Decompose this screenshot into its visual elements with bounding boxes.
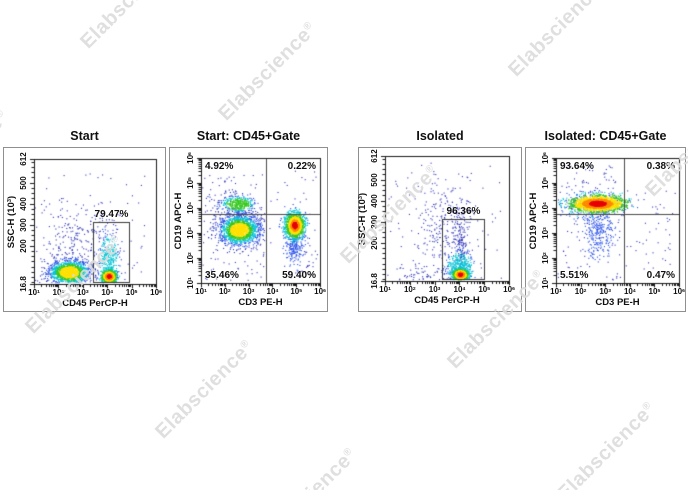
panel-isolated-cd45-gate: Isolated: CD45+Gate 101 102 103 104 105 106 101… xyxy=(525,129,686,312)
watermark-text: Elabscience® xyxy=(76,0,183,54)
panel-title-start: Start xyxy=(70,129,99,143)
panel-start: Start 101 102 103 104 105 106 16.8 200 300 400 500 6… xyxy=(3,129,166,312)
quadrant-label-ur: 0.22% xyxy=(287,161,316,172)
x-tick-label: 106 xyxy=(673,287,685,296)
scatter-canvas-start xyxy=(4,148,165,311)
x-tick-label: 104 xyxy=(101,288,114,297)
x-tick-label: 103 xyxy=(242,287,255,296)
y-tick-label: 612 xyxy=(370,149,379,163)
watermark-text: Elabscience® xyxy=(151,336,258,443)
registered-mark: ® xyxy=(301,19,315,34)
x-axis-title: CD3 PE-H xyxy=(238,297,283,308)
x-tick-label: 106 xyxy=(150,288,162,297)
registered-mark: ® xyxy=(238,337,252,352)
y-tick-label: 16.8 xyxy=(370,273,379,289)
x-tick-label: 102 xyxy=(574,287,587,296)
watermark-text: Elabscience® xyxy=(214,18,321,125)
quadrant-label-ur: 0.38% xyxy=(646,161,675,172)
quadrant-label-ll: 5.51% xyxy=(560,270,589,281)
y-tick-label: 500 xyxy=(19,175,28,190)
y-tick-label: 102 xyxy=(541,252,550,264)
x-tick-label: 106 xyxy=(314,287,326,296)
watermark-brand: Elabscience xyxy=(76,0,178,54)
scatter-canvas-isolated xyxy=(359,148,521,311)
y-tick-label: 105 xyxy=(186,177,195,189)
y-tick-label: 104 xyxy=(186,202,195,214)
watermark-text: Elabscience® xyxy=(254,444,361,490)
x-tick-label: 103 xyxy=(76,288,89,297)
x-tick-label: 102 xyxy=(52,288,65,297)
x-tick-label: 106 xyxy=(503,285,515,294)
watermark-brand: Elabscience xyxy=(214,23,316,126)
y-tick-label: 106 xyxy=(186,152,195,164)
y-tick-label: 105 xyxy=(541,177,550,189)
watermark-brand: Elabscience xyxy=(151,341,253,444)
y-axis-title: SSC-H (103) xyxy=(6,195,17,248)
x-tick-label: 103 xyxy=(599,287,612,296)
x-tick-label: 103 xyxy=(428,285,441,294)
y-tick-label: 612 xyxy=(19,152,28,166)
scatter-canvas-isolated-cd45-gate xyxy=(526,148,685,311)
panel-title-isolated: Isolated xyxy=(416,129,464,143)
quadrant-label-ul: 4.92% xyxy=(205,161,234,172)
panel-isolated: Isolated 101 102 103 104 105 106 16.8 200 300 400 5… xyxy=(357,129,522,312)
y-axis-title: CD19 APC-H xyxy=(528,192,539,249)
y-axis-title: CD19 APC-H xyxy=(173,192,184,249)
x-tick-label: 104 xyxy=(266,287,279,296)
panel-title-start-cd45-gate: Start: CD45+Gate xyxy=(196,129,301,143)
x-tick-label: 105 xyxy=(290,287,303,296)
y-tick-label: 106 xyxy=(541,152,550,164)
panel-title-isolated-cd45-gate: Isolated: CD45+Gate xyxy=(544,129,667,143)
registered-mark: ® xyxy=(341,445,355,460)
watermark-brand: Elabscience xyxy=(504,0,606,82)
x-tick-label: 102 xyxy=(218,287,231,296)
x-tick-label: 104 xyxy=(453,285,466,294)
watermark-text: Elabscience® xyxy=(553,398,660,490)
scatter-canvas-start-cd45-gate xyxy=(170,148,327,311)
x-tick-label: 101 xyxy=(28,288,40,297)
quadrant-label-lr: 59.40% xyxy=(282,270,316,281)
y-tick-label: 500 xyxy=(370,172,379,187)
y-axis-title: SSC-H (103) xyxy=(357,192,368,245)
x-tick-label: 105 xyxy=(125,288,138,297)
quadrant-label-lr: 0.47% xyxy=(646,270,675,281)
y-tick-label: 103 xyxy=(541,227,550,239)
gate-percentage-label: 96.36% xyxy=(446,206,481,217)
x-tick-label: 104 xyxy=(623,287,636,296)
x-axis-title: CD45 PerCP-H xyxy=(62,298,128,309)
x-tick-label: 101 xyxy=(379,285,391,294)
registered-mark: ® xyxy=(640,399,654,414)
registered-mark: ® xyxy=(0,107,7,122)
x-axis-title: CD3 PE-H xyxy=(595,297,640,308)
y-tick-label: 101 xyxy=(541,277,550,289)
watermark-brand: Elabscience xyxy=(553,403,655,490)
y-tick-label: 101 xyxy=(186,277,195,289)
y-tick-label: 104 xyxy=(541,202,550,214)
quadrant-label-ll: 35.46% xyxy=(205,270,239,281)
watermark-text: Elabscience® xyxy=(504,0,611,82)
gate-percentage-label: 79.47% xyxy=(94,209,129,220)
x-axis-title: CD45 PerCP-H xyxy=(414,295,480,306)
x-tick-label: 105 xyxy=(648,287,661,296)
panel-start-cd45-gate: Start: CD45+Gate 101 102 103 104 105 106 101 102… xyxy=(169,129,328,312)
y-tick-label: 16.8 xyxy=(19,276,28,292)
watermark-brand: Elabscience xyxy=(254,450,355,490)
x-tick-label: 105 xyxy=(478,285,491,294)
quadrant-label-ul: 93.64% xyxy=(560,161,594,172)
y-tick-label: 103 xyxy=(186,227,195,239)
x-tick-label: 101 xyxy=(550,287,562,296)
y-tick-label: 102 xyxy=(186,252,195,264)
x-tick-label: 102 xyxy=(403,285,416,294)
x-tick-label: 101 xyxy=(195,287,207,296)
